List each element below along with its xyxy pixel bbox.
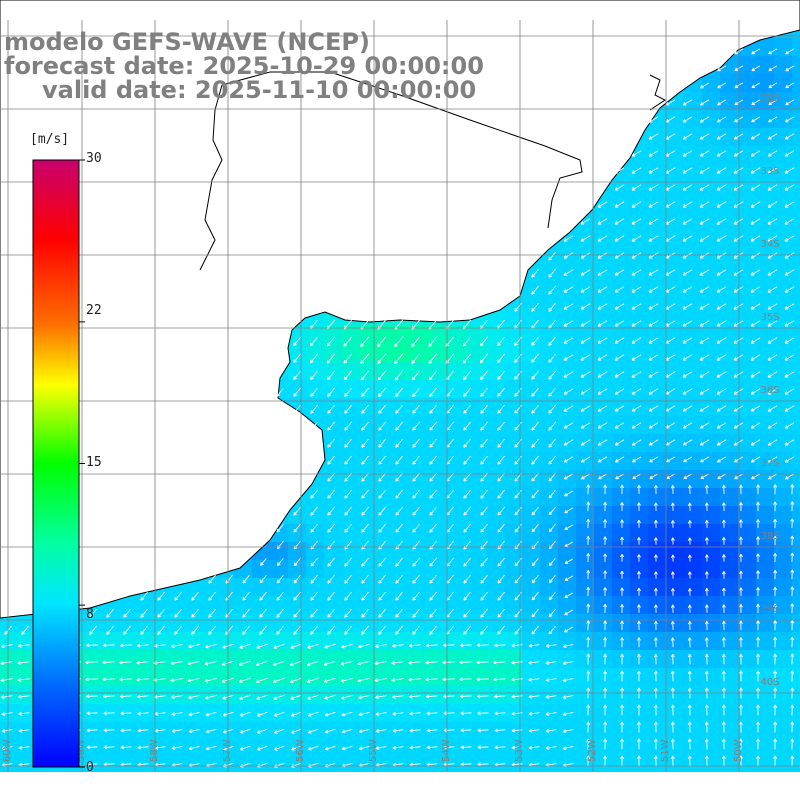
map-title: modelo GEFS-WAVE (NCEP) forecast date: 2… <box>4 30 484 102</box>
lon-label: 53W <box>514 739 525 762</box>
lat-label: 38S <box>760 531 779 542</box>
colorbar-tick-8: 8 <box>86 607 94 622</box>
colorbar <box>32 159 85 768</box>
colorbar-tick-30: 30 <box>86 151 102 166</box>
lat-label: 34S <box>760 239 779 250</box>
model-name: modelo GEFS-WAVE (NCEP) <box>4 28 370 56</box>
lon-label: 58W <box>149 739 160 762</box>
grid-labels: 31S 33S 34S 35S 36S 37S 38S 39S 40S 60W 59W 58W 57W 5… <box>2 93 780 762</box>
lat-label: 40S <box>760 677 779 688</box>
colorbar-gradient <box>32 159 80 768</box>
lon-label: 56W <box>295 739 306 762</box>
wind-direction-arrows <box>0 48 795 768</box>
colorbar-tick-0: 0 <box>86 760 94 775</box>
lat-lon-grid <box>0 20 800 772</box>
colorbar-tick-22: 22 <box>86 303 102 318</box>
lon-label: 51W <box>660 739 671 762</box>
lon-label: 60W <box>2 739 13 762</box>
lon-label: 54W <box>441 739 452 762</box>
lat-label: 31S <box>760 93 779 104</box>
lon-label: 52W <box>587 739 598 762</box>
lat-label: 33S <box>760 166 779 177</box>
lon-label: 57W <box>222 739 233 762</box>
valid-date: valid date: 2025-11-10 00:00:00 <box>42 76 477 104</box>
lat-label: 39S <box>760 604 779 615</box>
forecast-date: forecast date: 2025-10-29 00:00:00 <box>4 52 484 80</box>
lat-label: 35S <box>760 312 779 323</box>
lon-label: 59W <box>76 739 87 762</box>
lon-label: 50W <box>733 739 744 762</box>
lat-label: 37S <box>760 458 779 469</box>
lat-label: 36S <box>760 385 779 396</box>
colorbar-unit: [m/s] <box>30 132 70 147</box>
lon-label: 55W <box>368 739 379 762</box>
colorbar-tick-15: 15 <box>86 455 102 470</box>
